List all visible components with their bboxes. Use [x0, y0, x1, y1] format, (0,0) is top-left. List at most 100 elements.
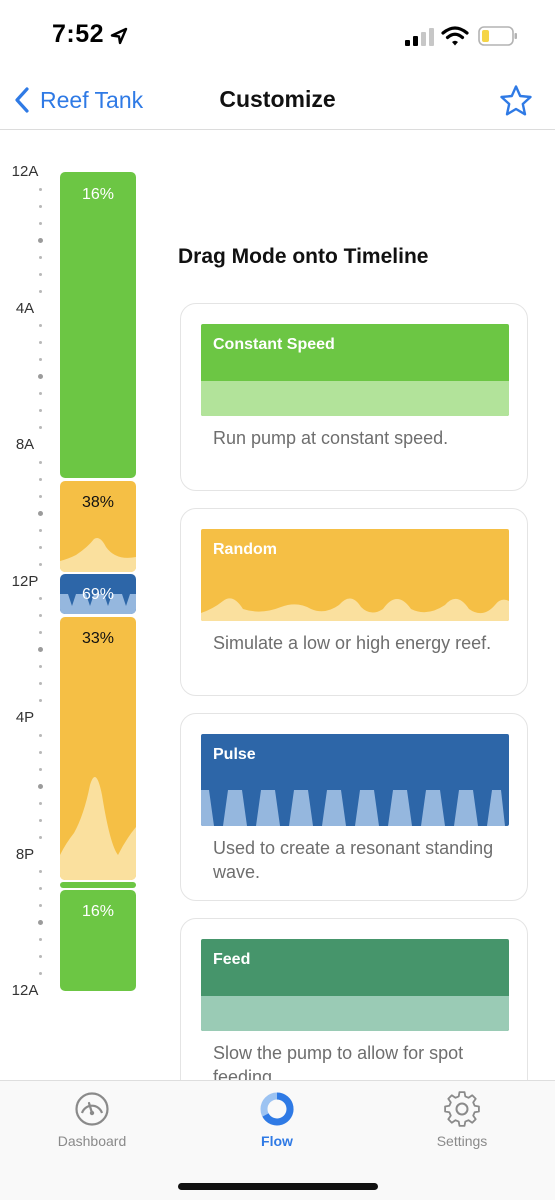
timeline-tick — [38, 938, 42, 942]
ring-chart-icon — [260, 1092, 294, 1126]
timeline-hour-label: 4A — [15, 299, 35, 317]
mode-graphic-pulse: Pulse — [201, 734, 509, 826]
location-arrow-icon — [110, 27, 128, 45]
mode-description: Used to create a resonant standing wave. — [213, 838, 494, 882]
timeline-hour-label: 4P — [15, 709, 35, 726]
timeline-tick — [38, 562, 42, 566]
timeline-segment-pulse[interactable]: 69% — [60, 574, 136, 614]
mode-card-feed[interactable]: Feed Slow the pump to allow for spot fee… — [180, 918, 528, 1106]
wifi-icon — [441, 26, 469, 46]
timeline-tick — [38, 187, 42, 191]
timeline-tick — [38, 614, 42, 618]
timeline-tick — [38, 426, 42, 430]
timeline-hour-label: 8A — [15, 436, 35, 453]
tab-flow[interactable]: Flow — [217, 1091, 337, 1161]
timeline-segment-random[interactable]: 33% — [60, 617, 136, 880]
mode-graphic-constant-speed: Constant Speed — [201, 324, 509, 416]
timeline-tick — [38, 665, 42, 669]
mode-name: Random — [213, 541, 277, 558]
timeline-tick — [38, 699, 42, 703]
timeline-tick — [38, 631, 42, 635]
pulse-wave-graphic — [60, 594, 136, 614]
timeline-tick — [38, 818, 42, 822]
timeline-tick — [38, 255, 42, 259]
mode-card-random[interactable]: Random Simulate a low or high energy ree… — [180, 508, 528, 696]
timeline-tick — [38, 494, 42, 498]
mode-card-pulse[interactable]: Pulse Used to create a resonant standing… — [180, 713, 528, 901]
timeline-tick — [37, 374, 43, 380]
timeline-tick — [38, 392, 42, 396]
timeline-hour-label: 12A — [11, 982, 39, 999]
timeline-tick — [38, 801, 42, 805]
status-bar: 7:52 — [0, 0, 555, 72]
timeline-tick — [38, 597, 42, 601]
timeline-tick — [38, 545, 42, 549]
tab-label: Settings — [436, 1133, 488, 1149]
segment-percent-label: 38% — [81, 494, 115, 511]
timeline-tick — [38, 733, 42, 737]
back-button-label: Reef Tank — [40, 86, 144, 113]
timeline-tick — [38, 324, 42, 328]
mode-graphic-feed: Feed — [201, 939, 509, 1031]
segment-percent-label: 16% — [81, 186, 115, 203]
segment-percent-label: 33% — [81, 630, 115, 647]
timeline-tick — [38, 904, 42, 908]
timeline-tick — [38, 460, 42, 464]
timeline-tick — [38, 955, 42, 959]
timeline-hour-label: 12P — [11, 572, 39, 590]
status-time: 7:52 — [52, 20, 105, 48]
timeline-tick — [38, 272, 42, 276]
gauge-icon — [75, 1092, 109, 1126]
timeline-tick — [38, 221, 42, 225]
flow-timeline[interactable]: 12A 4A 8A 12P 4P 8P 12A 16% 38% 69% 33% 16% — [0, 130, 150, 1080]
tab-label: Flow — [261, 1133, 293, 1149]
mode-name: Constant Speed — [213, 336, 335, 353]
timeline-tick — [38, 477, 42, 481]
segment-percent-label: 69% — [81, 586, 115, 603]
timeline-tick — [38, 870, 42, 874]
timeline-segment-constant-speed[interactable]: 16% — [60, 172, 136, 478]
star-icon[interactable] — [499, 84, 533, 118]
timeline-hour-label: 8P — [15, 845, 35, 863]
battery-icon — [478, 26, 517, 46]
segment-percent-label: 16% — [81, 903, 115, 920]
timeline-segment-constant-speed[interactable] — [60, 882, 136, 888]
pulse-wave-graphic — [201, 790, 509, 826]
timeline-tick — [38, 887, 42, 891]
navigation-bar: Reef Tank Customize — [0, 72, 555, 130]
timeline-tick — [37, 920, 43, 926]
timeline-tick — [38, 835, 42, 839]
mode-graphic-random: Random — [201, 529, 509, 621]
tab-settings[interactable]: Settings — [402, 1091, 522, 1161]
mode-card-constant-speed[interactable]: Constant Speed Run pump at constant spee… — [180, 303, 528, 491]
timeline-tick — [37, 783, 43, 789]
mode-name: Feed — [213, 951, 251, 968]
feed-wave-graphic — [201, 996, 509, 1031]
timeline-tick — [38, 341, 42, 345]
random-wave-graphic — [201, 598, 509, 621]
timeline-tick — [38, 358, 42, 362]
timeline-tick — [38, 409, 42, 413]
cellular-signal-icon — [405, 28, 434, 46]
random-wave-graphic — [60, 538, 136, 572]
random-wave-graphic — [60, 777, 136, 880]
constant-wave-graphic — [201, 381, 509, 416]
timeline-segment-constant-speed[interactable]: 16% — [60, 890, 136, 991]
back-button[interactable]: Reef Tank — [12, 82, 143, 118]
timeline-tick — [38, 750, 42, 754]
panel-title: Drag Mode onto Timeline — [178, 245, 429, 268]
timeline-tick — [38, 972, 42, 976]
timeline-tick — [38, 767, 42, 771]
chevron-left-icon — [15, 87, 29, 113]
tab-bar: Dashboard Flow Settings — [0, 1080, 555, 1200]
home-indicator — [178, 1183, 378, 1190]
timeline-tick — [38, 289, 42, 293]
mode-description: Run pump at constant speed. — [213, 428, 449, 448]
tab-dashboard[interactable]: Dashboard — [32, 1091, 152, 1161]
gear-icon — [444, 1091, 480, 1127]
tab-label: Dashboard — [57, 1133, 127, 1149]
timeline-tick — [38, 682, 42, 686]
timeline-tick — [38, 204, 42, 208]
timeline-segment-random[interactable]: 38% — [60, 481, 136, 572]
timeline-hour-label: 12A — [11, 163, 39, 180]
